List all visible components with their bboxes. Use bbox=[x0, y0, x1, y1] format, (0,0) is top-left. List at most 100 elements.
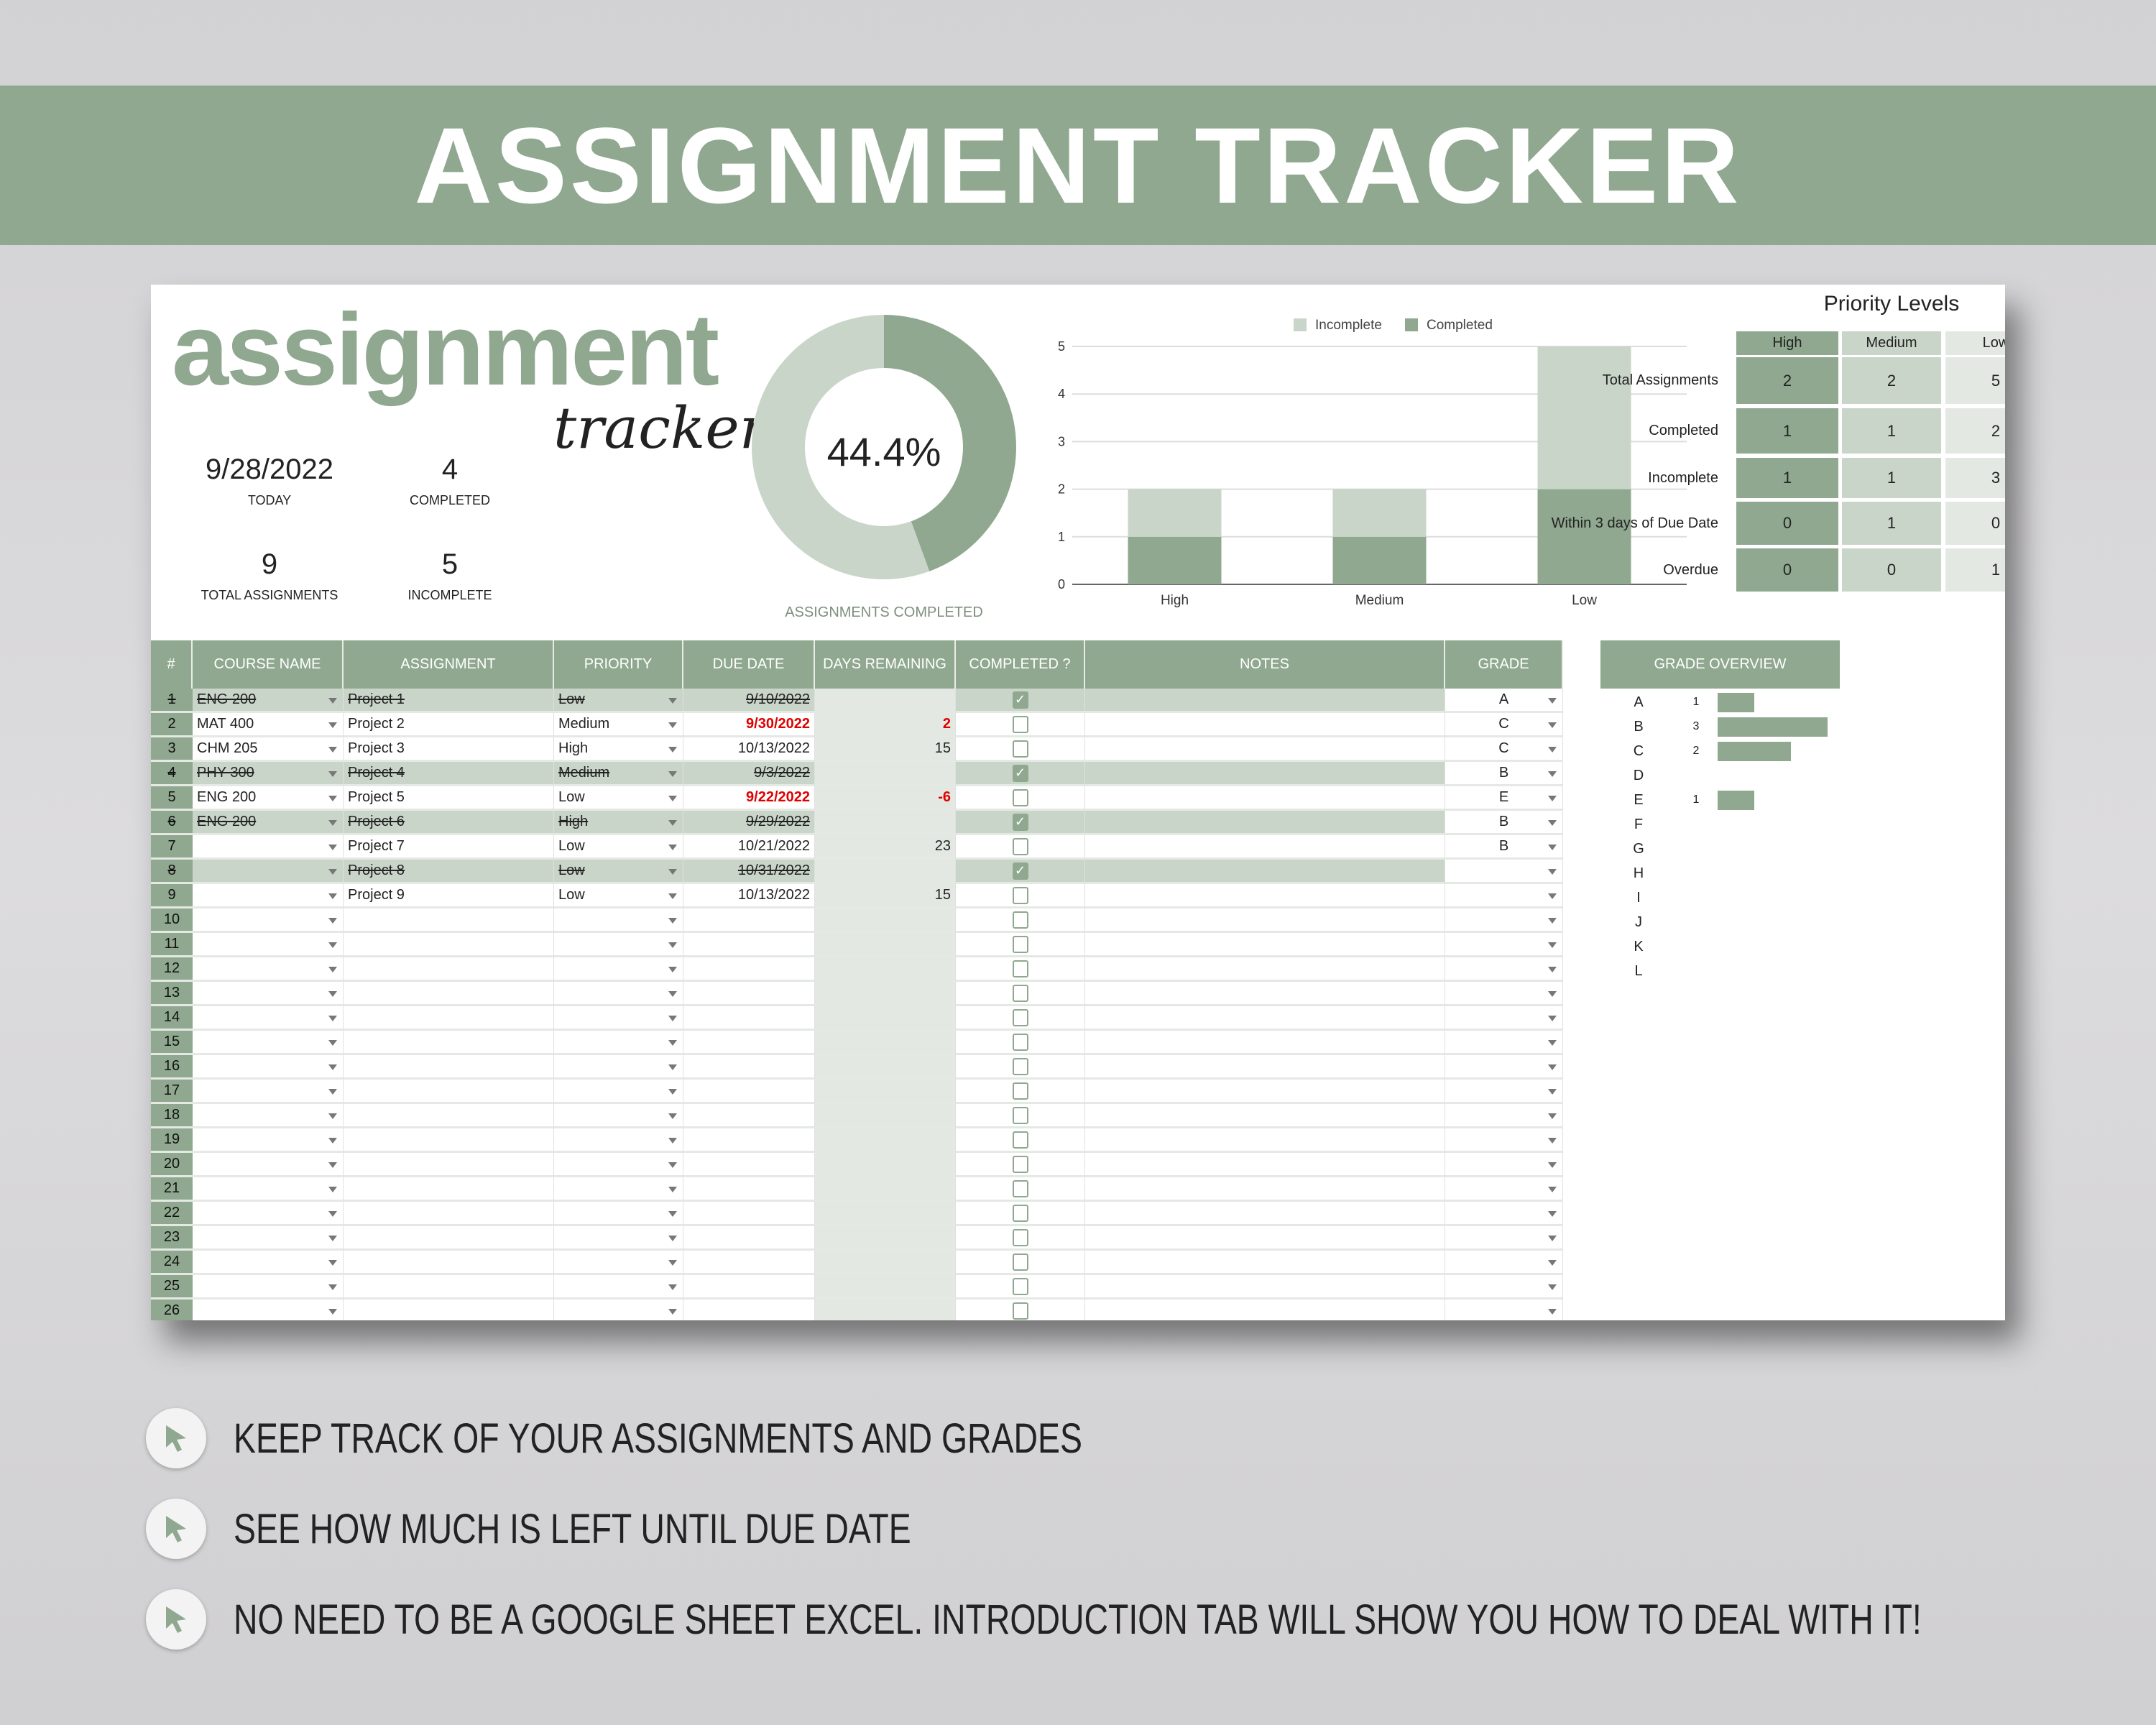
assignment-cell[interactable] bbox=[344, 1006, 554, 1031]
assignment-cell[interactable]: Project 6 bbox=[344, 811, 554, 835]
completed-checkbox-cell[interactable] bbox=[956, 737, 1085, 762]
due-date-cell[interactable]: 9/30/2022 bbox=[683, 713, 815, 737]
assignment-cell[interactable]: Project 5 bbox=[344, 786, 554, 811]
course-name-cell[interactable] bbox=[193, 933, 344, 957]
dropdown-arrow-icon[interactable] bbox=[1548, 722, 1557, 728]
course-name-cell[interactable] bbox=[193, 982, 344, 1006]
grade-cell[interactable] bbox=[1445, 1300, 1563, 1320]
notes-cell[interactable] bbox=[1085, 811, 1445, 835]
dropdown-arrow-icon[interactable] bbox=[1548, 893, 1557, 899]
completed-checkbox-cell[interactable]: ✓ bbox=[956, 860, 1085, 884]
completed-checkbox[interactable] bbox=[1012, 740, 1028, 758]
grade-cell[interactable] bbox=[1445, 957, 1563, 982]
due-date-cell[interactable] bbox=[683, 1251, 815, 1275]
grade-cell[interactable] bbox=[1445, 1202, 1563, 1226]
completed-checkbox[interactable] bbox=[1012, 715, 1028, 733]
dropdown-arrow-icon[interactable] bbox=[328, 1236, 337, 1241]
notes-cell[interactable] bbox=[1085, 1128, 1445, 1153]
assignment-cell[interactable] bbox=[344, 1226, 554, 1251]
dropdown-arrow-icon[interactable] bbox=[1548, 771, 1557, 777]
column-header[interactable]: COMPLETED ? bbox=[956, 640, 1085, 689]
dropdown-arrow-icon[interactable] bbox=[328, 967, 337, 972]
due-date-cell[interactable] bbox=[683, 1104, 815, 1128]
notes-cell[interactable] bbox=[1085, 1006, 1445, 1031]
dropdown-arrow-icon[interactable] bbox=[1548, 1284, 1557, 1290]
completed-checkbox-cell[interactable] bbox=[956, 1080, 1085, 1104]
priority-cell[interactable] bbox=[554, 1031, 683, 1055]
column-header[interactable]: NOTES bbox=[1085, 640, 1445, 689]
completed-checkbox-cell[interactable] bbox=[956, 835, 1085, 860]
due-date-cell[interactable]: 10/13/2022 bbox=[683, 737, 815, 762]
dropdown-arrow-icon[interactable] bbox=[668, 967, 677, 972]
dropdown-arrow-icon[interactable] bbox=[1548, 796, 1557, 801]
dropdown-arrow-icon[interactable] bbox=[668, 1016, 677, 1021]
dropdown-arrow-icon[interactable] bbox=[1548, 1016, 1557, 1021]
completed-checkbox[interactable] bbox=[1012, 1302, 1028, 1320]
notes-cell[interactable] bbox=[1085, 908, 1445, 933]
priority-cell[interactable]: Low bbox=[554, 835, 683, 860]
completed-checkbox[interactable] bbox=[1012, 788, 1028, 806]
course-name-cell[interactable] bbox=[193, 1300, 344, 1320]
course-name-cell[interactable] bbox=[193, 860, 344, 884]
priority-cell[interactable] bbox=[554, 1226, 683, 1251]
dropdown-arrow-icon[interactable] bbox=[1548, 967, 1557, 972]
course-name-cell[interactable] bbox=[193, 1202, 344, 1226]
dropdown-arrow-icon[interactable] bbox=[328, 991, 337, 997]
dropdown-arrow-icon[interactable] bbox=[668, 796, 677, 801]
course-name-cell[interactable]: ENG 200 bbox=[193, 689, 344, 713]
dropdown-arrow-icon[interactable] bbox=[1548, 942, 1557, 948]
assignment-cell[interactable] bbox=[344, 1055, 554, 1080]
assignment-cell[interactable] bbox=[344, 1128, 554, 1153]
priority-cell[interactable] bbox=[554, 1275, 683, 1300]
notes-cell[interactable] bbox=[1085, 1104, 1445, 1128]
notes-cell[interactable] bbox=[1085, 957, 1445, 982]
course-name-cell[interactable]: MAT 400 bbox=[193, 713, 344, 737]
assignment-cell[interactable]: Project 8 bbox=[344, 860, 554, 884]
dropdown-arrow-icon[interactable] bbox=[328, 1309, 337, 1315]
grade-cell[interactable] bbox=[1445, 933, 1563, 957]
dropdown-arrow-icon[interactable] bbox=[668, 1089, 677, 1095]
priority-cell[interactable]: Medium bbox=[554, 713, 683, 737]
completed-checkbox[interactable] bbox=[1012, 911, 1028, 929]
grade-cell[interactable] bbox=[1445, 1006, 1563, 1031]
assignment-cell[interactable]: Project 9 bbox=[344, 884, 554, 908]
completed-checkbox[interactable]: ✓ bbox=[1012, 764, 1028, 782]
dropdown-arrow-icon[interactable] bbox=[328, 893, 337, 899]
dropdown-arrow-icon[interactable] bbox=[668, 893, 677, 899]
column-header[interactable]: DAYS REMAINING bbox=[815, 640, 956, 689]
notes-cell[interactable] bbox=[1085, 1251, 1445, 1275]
dropdown-arrow-icon[interactable] bbox=[328, 845, 337, 850]
dropdown-arrow-icon[interactable] bbox=[328, 1138, 337, 1144]
completed-checkbox[interactable] bbox=[1012, 984, 1028, 1002]
dropdown-arrow-icon[interactable] bbox=[328, 1064, 337, 1070]
dropdown-arrow-icon[interactable] bbox=[328, 1187, 337, 1192]
priority-cell[interactable] bbox=[554, 1153, 683, 1177]
assignment-cell[interactable] bbox=[344, 1153, 554, 1177]
course-name-cell[interactable]: ENG 200 bbox=[193, 811, 344, 835]
grade-cell[interactable]: C bbox=[1445, 713, 1563, 737]
dropdown-arrow-icon[interactable] bbox=[328, 1284, 337, 1290]
notes-cell[interactable] bbox=[1085, 1226, 1445, 1251]
dropdown-arrow-icon[interactable] bbox=[328, 1162, 337, 1168]
due-date-cell[interactable] bbox=[683, 1226, 815, 1251]
priority-cell[interactable]: Medium bbox=[554, 762, 683, 786]
dropdown-arrow-icon[interactable] bbox=[1548, 1064, 1557, 1070]
grade-cell[interactable] bbox=[1445, 908, 1563, 933]
assignment-cell[interactable] bbox=[344, 1031, 554, 1055]
dropdown-arrow-icon[interactable] bbox=[1548, 1162, 1557, 1168]
dropdown-arrow-icon[interactable] bbox=[668, 1040, 677, 1046]
notes-cell[interactable] bbox=[1085, 1177, 1445, 1202]
grade-cell[interactable] bbox=[1445, 1226, 1563, 1251]
column-header[interactable]: ASSIGNMENT bbox=[344, 640, 554, 689]
dropdown-arrow-icon[interactable] bbox=[668, 1309, 677, 1315]
completed-checkbox[interactable] bbox=[1012, 886, 1028, 904]
assignment-cell[interactable]: Project 7 bbox=[344, 835, 554, 860]
completed-checkbox[interactable] bbox=[1012, 1106, 1028, 1124]
due-date-cell[interactable] bbox=[683, 982, 815, 1006]
notes-cell[interactable] bbox=[1085, 1275, 1445, 1300]
priority-cell[interactable] bbox=[554, 1128, 683, 1153]
course-name-cell[interactable]: PHY 300 bbox=[193, 762, 344, 786]
notes-cell[interactable] bbox=[1085, 860, 1445, 884]
completed-checkbox[interactable] bbox=[1012, 1204, 1028, 1222]
completed-checkbox[interactable] bbox=[1012, 1253, 1028, 1271]
